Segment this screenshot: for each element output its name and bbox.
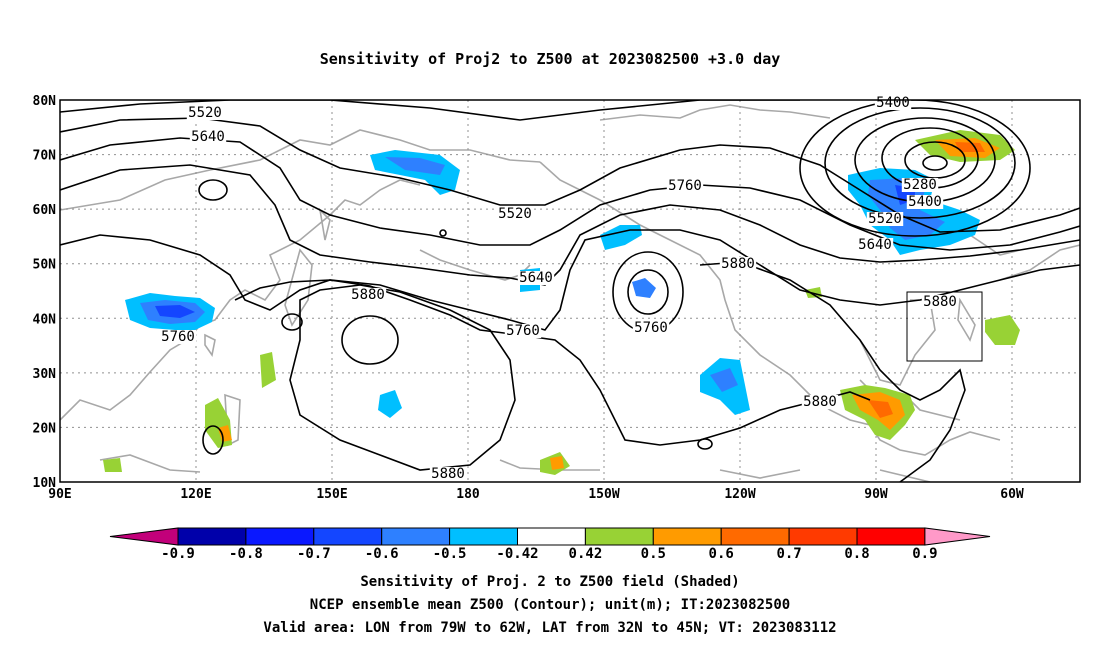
contour-label: 5880 xyxy=(721,256,755,272)
caption-line-1: Sensitivity of Proj. 2 to Z500 field (Sh… xyxy=(360,574,740,590)
colorbar-swatch xyxy=(856,527,926,546)
contour-label: 5400 xyxy=(876,95,910,111)
contour-labels: 5400 5520 5640 5760 5520 5640 5760 5760 5880 5880… xyxy=(159,95,959,482)
longitude-axis-labels: 90E 120E 150E 180 150W 120W 90W 60W xyxy=(48,487,1024,502)
lon-label: 150W xyxy=(588,487,619,502)
lon-label: 150E xyxy=(316,487,347,502)
latitude-axis-labels: 80N 70N 60N 50N 40N 30N 20N 10N xyxy=(33,94,57,491)
colorbar: -0.9 -0.8 -0.7 -0.6 -0.5 -0.42 0.42 0.5 0.6 0.7 0.… xyxy=(109,527,991,562)
colorbar-label: -0.42 xyxy=(496,546,538,562)
colorbar-label: 0.9 xyxy=(912,546,937,562)
colorbar-label: -0.5 xyxy=(433,546,467,562)
contour-label: 5880 xyxy=(803,394,837,410)
lat-label: 40N xyxy=(33,312,57,327)
contour-label: 5520 xyxy=(188,105,222,121)
lon-label: 120E xyxy=(180,487,211,502)
colorbar-label: 0.8 xyxy=(844,546,869,562)
contour-label: 5880 xyxy=(351,287,385,303)
colorbar-label: 0.7 xyxy=(776,546,801,562)
lat-label: 50N xyxy=(33,258,57,273)
colorbar-swatch xyxy=(245,527,315,546)
contour-label: 5640 xyxy=(191,129,225,145)
lat-label: 30N xyxy=(33,367,57,382)
colorbar-swatch xyxy=(720,527,790,546)
contour-label: 5400 xyxy=(908,194,942,210)
map-title: Sensitivity of Proj2 to Z500 at 20230825… xyxy=(319,50,781,68)
colorbar-swatch xyxy=(449,527,519,546)
colorbar-label: -0.8 xyxy=(229,546,263,562)
contour-label: 5760 xyxy=(506,323,540,339)
lat-label: 10N xyxy=(33,476,57,491)
lat-label: 60N xyxy=(33,203,57,218)
contour-label: 5280 xyxy=(903,177,937,193)
colorbar-label: 0.5 xyxy=(641,546,666,562)
lon-label: 90W xyxy=(864,487,888,502)
colorbar-label: 0.6 xyxy=(709,546,734,562)
colorbar-left-arrow xyxy=(109,527,179,546)
valid-area-box xyxy=(906,291,983,362)
lat-label: 80N xyxy=(33,94,57,109)
contour-label: 5880 xyxy=(923,294,957,310)
contour-label: 5880 xyxy=(431,466,465,482)
lat-label: 70N xyxy=(33,149,57,164)
lon-label: 90E xyxy=(48,487,71,502)
colorbar-swatch xyxy=(584,527,654,546)
contour-label: 5760 xyxy=(161,329,195,345)
lon-label: 120W xyxy=(724,487,755,502)
caption-line-2: NCEP ensemble mean Z500 (Contour); unit(… xyxy=(309,597,791,613)
lon-label: 180 xyxy=(456,487,480,502)
colorbar-label: -0.9 xyxy=(161,546,195,562)
colorbar-label: -0.6 xyxy=(365,546,399,562)
colorbar-swatch xyxy=(313,527,383,546)
colorbar-swatch xyxy=(517,527,586,546)
contour-label: 5520 xyxy=(868,211,902,227)
colorbar-label: 0.42 xyxy=(569,546,603,562)
map-frame xyxy=(59,99,1081,483)
contour-label: 5640 xyxy=(858,237,892,253)
contour-label: 5520 xyxy=(498,206,532,222)
lon-label: 60W xyxy=(1000,487,1024,502)
caption-line-3: Valid area: LON from 79W to 62W, LAT fro… xyxy=(263,620,837,636)
contour-label: 5760 xyxy=(634,320,668,336)
contour-label: 5640 xyxy=(519,270,553,286)
colorbar-swatch xyxy=(652,527,722,546)
colorbar-swatch xyxy=(177,527,247,546)
contour-label: 5760 xyxy=(668,178,702,194)
colorbar-swatch xyxy=(381,527,451,546)
colorbar-right-arrow xyxy=(924,527,991,546)
colorbar-swatch xyxy=(788,527,858,546)
lat-label: 20N xyxy=(33,421,57,436)
colorbar-label: -0.7 xyxy=(297,546,331,562)
